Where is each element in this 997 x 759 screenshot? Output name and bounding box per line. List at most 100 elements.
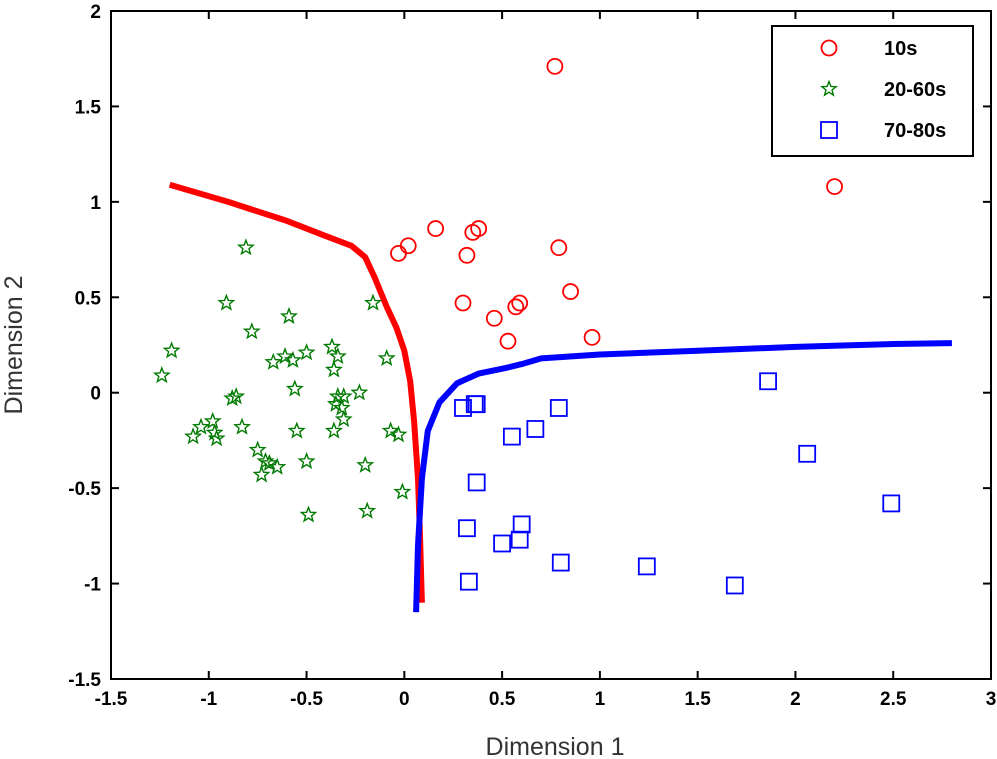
y-axis-label: Dimension 2: [0, 276, 28, 415]
point-square: [502, 427, 521, 446]
x-tick-label: -1.5: [95, 689, 128, 710]
legend-label: 10s: [884, 38, 917, 60]
x-tick-label: 2.5: [880, 689, 907, 710]
legend-box: [771, 25, 974, 157]
point-star: [287, 421, 306, 439]
x-tick-label: 1: [595, 689, 606, 710]
point-star: [328, 347, 347, 365]
legend-label: 70-80s: [884, 120, 946, 142]
point-star: [299, 505, 318, 523]
boundary-curves: [168, 181, 952, 613]
point-square: [551, 553, 570, 572]
point-square: [493, 534, 512, 553]
point-circle: [470, 220, 488, 237]
point-star: [332, 398, 351, 416]
point-star: [393, 482, 412, 500]
point-star: [324, 360, 343, 378]
point-square: [882, 494, 901, 513]
boundary-red-curve: [168, 181, 425, 603]
point-star: [227, 387, 246, 405]
y-tick-label: -0.5: [68, 479, 101, 500]
y-tick-label: 2: [90, 2, 101, 23]
point-circle: [583, 328, 601, 346]
point-circle: [499, 332, 517, 350]
point-circle: [427, 220, 445, 237]
point-star: [334, 387, 353, 405]
point-star: [203, 411, 222, 430]
point-star: [324, 421, 343, 439]
point-circle: [485, 309, 503, 327]
point-star: [152, 366, 171, 384]
point-star: [358, 501, 377, 519]
point-square: [637, 557, 656, 576]
point-star: [233, 417, 252, 435]
legend-label: 20-60s: [884, 79, 946, 101]
point-circle: [550, 239, 568, 257]
point-square: [510, 530, 529, 549]
point-star: [381, 421, 400, 439]
point-square: [467, 473, 486, 492]
point-square: [459, 572, 478, 591]
point-square: [512, 515, 531, 534]
point-square: [458, 519, 476, 538]
point-star: [364, 293, 383, 311]
point-square: [549, 399, 568, 417]
point-star: [184, 427, 203, 445]
point-square: [467, 395, 486, 414]
point-circle: [511, 294, 529, 312]
point-star: [248, 440, 267, 458]
point-star: [334, 409, 353, 428]
point-circle: [546, 57, 564, 75]
point-star: [389, 425, 408, 443]
y-tick-label: 0.5: [75, 288, 102, 309]
point-star: [356, 455, 375, 473]
y-tick-label: -1.5: [68, 670, 101, 691]
plot-area-frame: [110, 10, 992, 680]
point-star: [279, 306, 298, 324]
y-tick-label: 0: [90, 384, 101, 405]
point-circle: [507, 298, 525, 316]
point-star: [377, 348, 396, 366]
legend-marker-star: [820, 79, 838, 97]
point-star: [268, 457, 287, 475]
point-star: [217, 293, 236, 311]
x-tick-label: 0.5: [489, 689, 516, 710]
legend-marker-square: [820, 121, 838, 139]
point-star: [350, 383, 369, 401]
x-axis-label: Dimension 1: [486, 733, 625, 759]
legend: 10s 20-60s 70-80s: [771, 25, 974, 157]
point-star: [260, 453, 279, 472]
point-square: [798, 444, 817, 463]
legend-marker-circle: [820, 39, 838, 57]
data-points: [152, 57, 901, 595]
x-tick-label: -0.5: [290, 689, 323, 710]
point-star: [264, 352, 283, 370]
point-circle: [562, 283, 579, 300]
point-star: [207, 429, 226, 447]
point-star: [297, 451, 316, 470]
x-tick-label: -1: [200, 689, 217, 710]
point-circle: [458, 246, 476, 264]
point-star: [322, 337, 341, 355]
y-tick-label: 1.5: [75, 97, 102, 118]
point-star: [297, 343, 316, 361]
point-star: [285, 379, 304, 397]
point-circle: [390, 244, 407, 262]
point-square: [725, 576, 744, 595]
boundary-blue-curve: [413, 340, 952, 613]
y-tick-label: 1: [90, 193, 101, 214]
x-tick-label: 2: [790, 689, 801, 710]
point-circle: [826, 178, 843, 195]
tick-labels: -1.5 -1 -0.5 0 0.5 1 1.5 2 2.5 3 -1.5 -1 -0.5 0 0.5 1 1.…: [68, 2, 996, 710]
y-tick-label: -1: [84, 575, 101, 596]
point-star: [252, 465, 271, 483]
point-star: [276, 347, 295, 365]
x-tick-label: 1.5: [684, 689, 711, 710]
point-star: [236, 238, 255, 256]
point-star: [283, 350, 302, 368]
point-star: [242, 322, 261, 340]
point-square: [526, 420, 545, 438]
axis-ticks: [110, 10, 992, 680]
x-tick-label: 3: [986, 689, 997, 710]
